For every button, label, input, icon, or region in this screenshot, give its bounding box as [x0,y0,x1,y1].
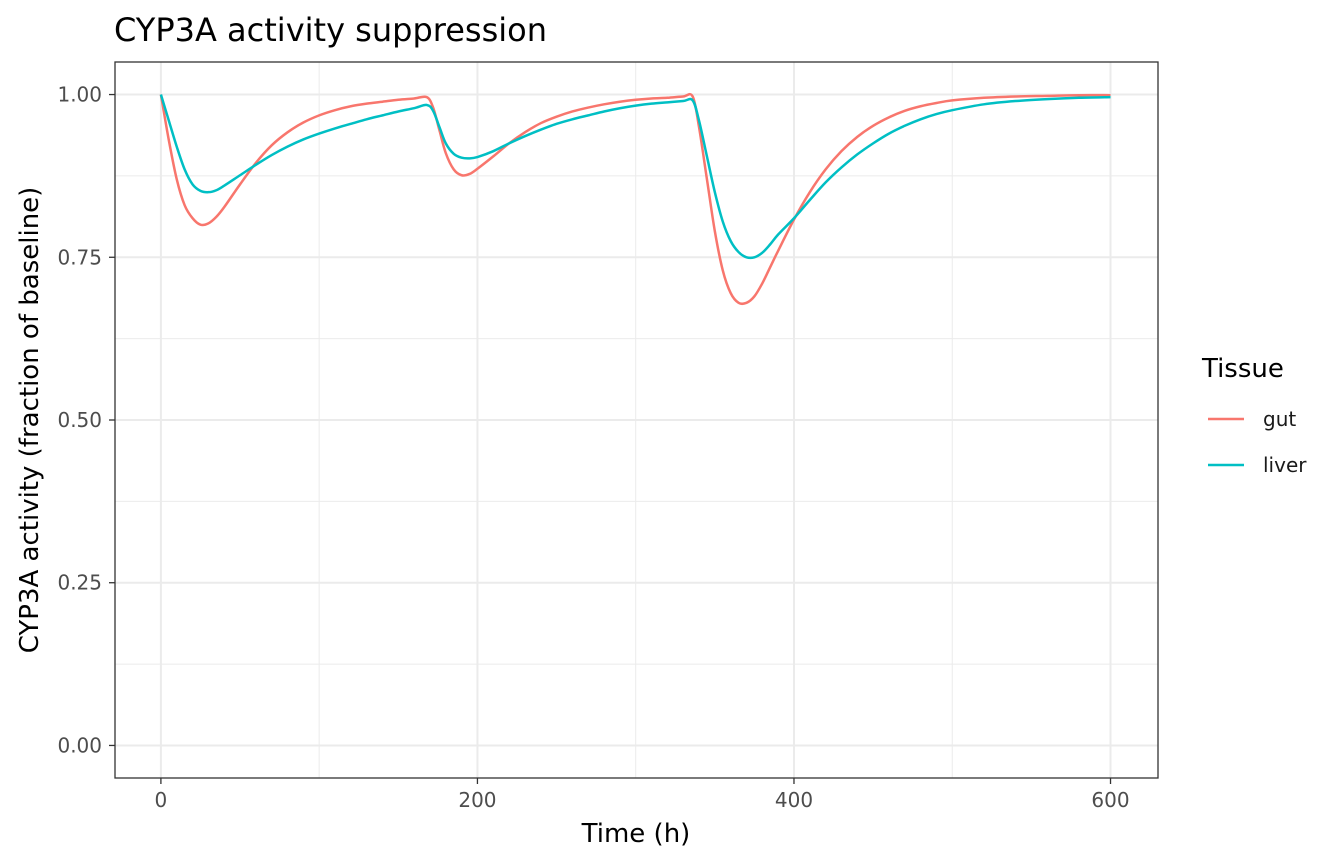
chart-title: CYP3A activity suppression [114,11,547,49]
y-tick-label: 0.50 [57,408,102,432]
y-tick-label: 0.00 [57,733,102,757]
y-tick-label: 0.25 [57,571,102,595]
major-gridlines [115,62,1158,778]
series-line-liver [159,94,1111,260]
minor-gridlines [115,62,1158,778]
x-tick-label: 200 [458,788,496,812]
x-axis-title: Time (h) [581,819,691,849]
legend-label-liver: liver [1263,453,1307,477]
series-line-gut [159,92,1111,306]
series-layer [159,92,1111,306]
legend-label-gut: gut [1263,407,1296,431]
y-axis-title: CYP3A activity (fraction of baseline) [15,187,45,654]
x-tick-label: 600 [1091,788,1129,812]
y-axis: 0.00 0.25 0.50 0.75 1.00 [57,83,115,757]
legend: Tissue gut liver [1201,354,1307,477]
legend-title: Tissue [1201,354,1284,384]
x-tick-label: 0 [155,788,168,812]
x-tick-label: 400 [775,788,813,812]
y-tick-label: 1.00 [57,83,102,107]
x-axis: 0 200 400 600 [155,778,1130,812]
y-tick-label: 0.75 [57,245,102,269]
